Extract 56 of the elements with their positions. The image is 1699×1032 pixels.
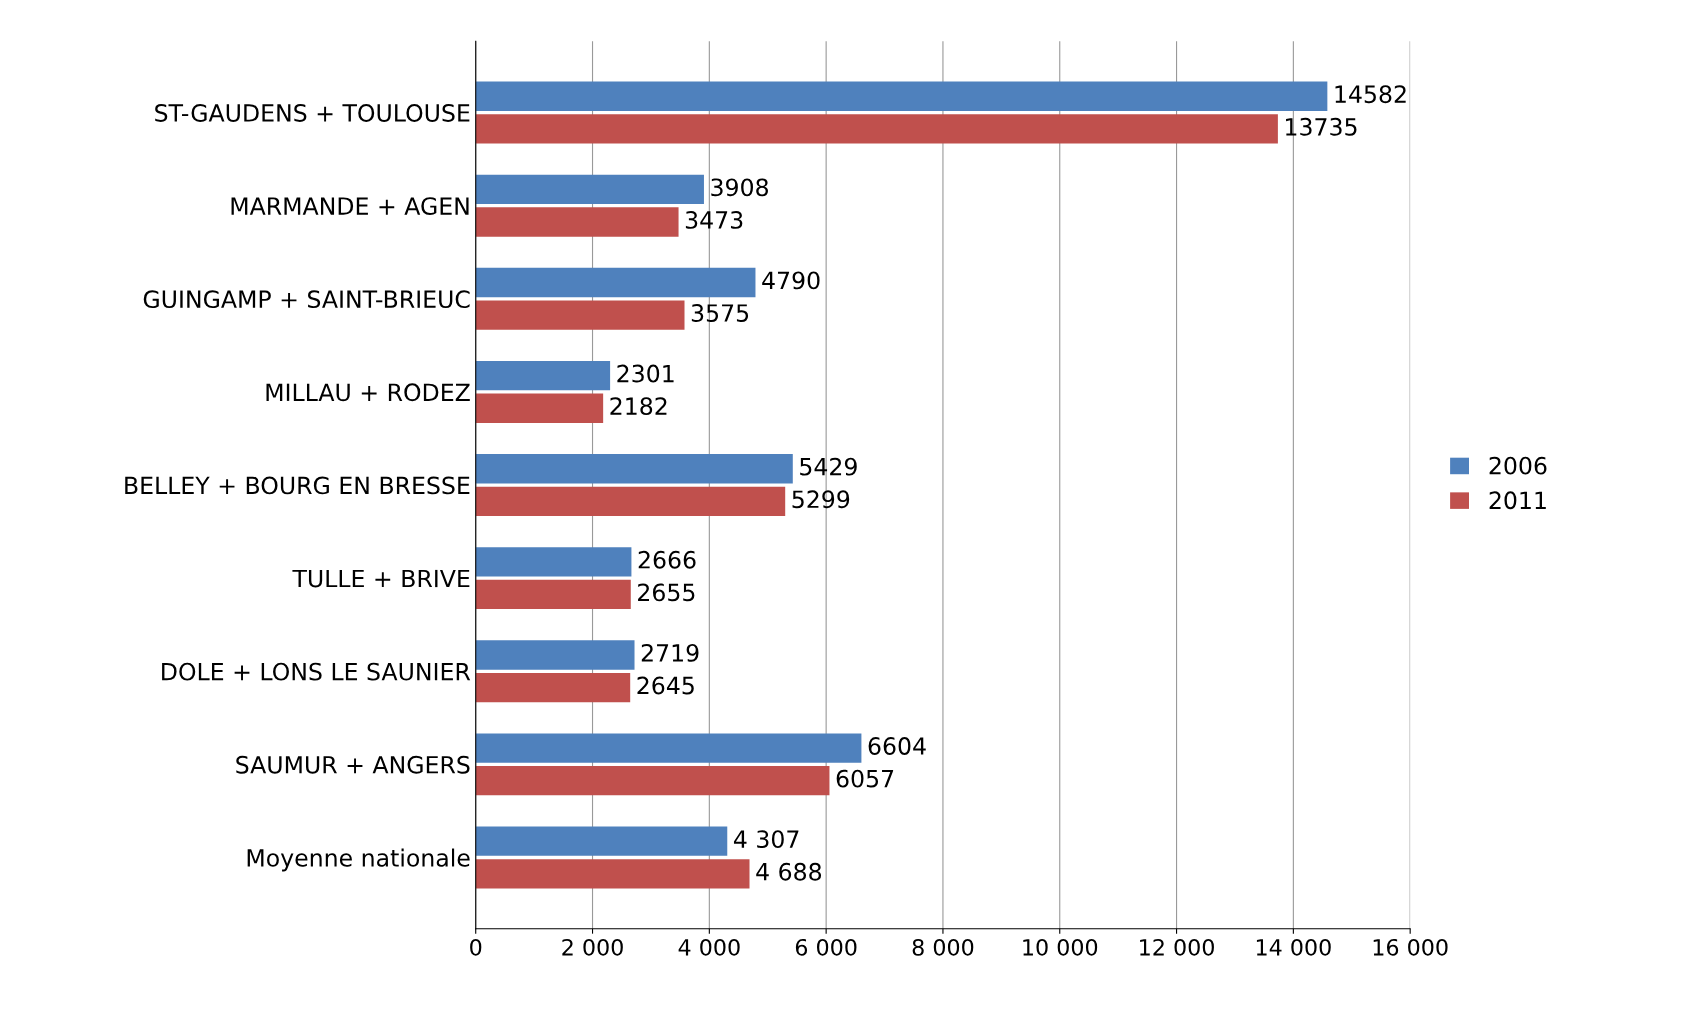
data-label: 5429	[800, 457, 857, 476]
x-tick-label: 2 000	[562, 938, 623, 956]
x-tick-label: 10 000	[1023, 938, 1098, 956]
bar	[475, 267, 756, 298]
data-label: 4 688	[756, 862, 822, 881]
bar	[475, 300, 685, 330]
data-label: 6604	[868, 737, 926, 755]
bar	[475, 454, 793, 484]
y-tick-label: Moyenne nationale	[247, 848, 470, 872]
bar	[475, 81, 1328, 111]
x-tick-label: 6 000	[795, 938, 857, 956]
data-label: 2645	[637, 676, 694, 695]
bar	[475, 733, 862, 763]
x-tick-label: 12 000	[1140, 938, 1214, 956]
data-label: 2666	[638, 550, 696, 569]
bar	[475, 579, 631, 610]
y-tick-label: SAUMUR + ANGERS	[236, 755, 470, 774]
y-tick-label: MARMANDE + AGEN	[231, 197, 469, 215]
y-tick-label: ST-GAUDENS + TOULOUSE	[155, 104, 470, 122]
data-label: 13735	[1286, 117, 1357, 136]
data-label: 2719	[641, 643, 699, 662]
bar	[475, 114, 1278, 144]
y-tick-label: DOLE + LONS LE SAUNIER	[162, 662, 471, 681]
x-tick-label: 4 000	[678, 938, 740, 956]
data-label: 14582	[1335, 85, 1406, 104]
legend-label: 2011	[1489, 491, 1546, 510]
data-label: 3908	[711, 178, 768, 197]
y-tick-label: GUINGAMP + SAINT-BRIEUC	[143, 290, 470, 309]
data-label: 6057	[836, 769, 894, 788]
y-tick-label: TULLE + BRIVE	[292, 569, 470, 588]
bar	[475, 174, 704, 205]
bar	[475, 486, 786, 516]
bar	[475, 547, 632, 577]
y-tick-label: MILLAU + RODEZ	[266, 383, 470, 402]
data-label: 2182	[610, 397, 667, 416]
x-tick-label: 16 000	[1373, 938, 1448, 956]
data-label: 3473	[685, 210, 743, 229]
bar	[475, 360, 611, 391]
data-label: 3575	[691, 304, 749, 322]
bar	[475, 393, 604, 423]
x-tick-label: 14 000	[1256, 938, 1331, 956]
data-label: 4 307	[733, 830, 799, 849]
x-tick-label: 0	[470, 938, 482, 956]
bar	[475, 766, 830, 796]
bar	[475, 640, 635, 670]
bar	[475, 672, 631, 703]
bar	[475, 826, 728, 856]
bar	[475, 207, 679, 237]
data-label: 2655	[638, 583, 695, 602]
data-label: 2301	[617, 364, 674, 383]
bar	[475, 859, 750, 889]
x-tick-label: 8 000	[912, 938, 974, 956]
legend-label: 2006	[1489, 456, 1547, 475]
data-label: 4790	[762, 271, 820, 290]
data-label: 5299	[792, 490, 850, 509]
y-tick-label: BELLEY + BOURG EN BRESSE	[125, 476, 470, 495]
